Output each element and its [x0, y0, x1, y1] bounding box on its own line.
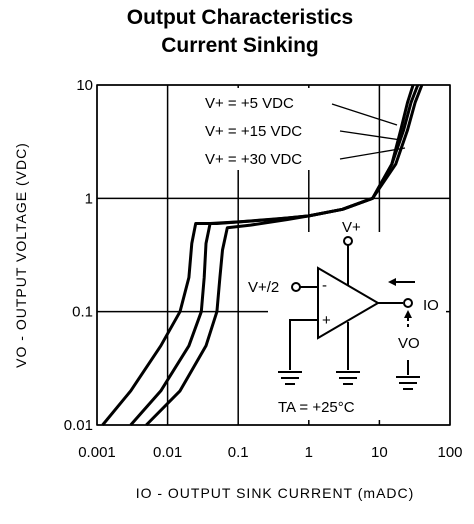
legend-label: V+ = +30 VDC — [205, 151, 302, 168]
annotation: VO — [398, 335, 420, 352]
legend-label: V+ = +5 VDC — [205, 95, 294, 112]
annotation: V+/2 — [248, 279, 279, 296]
annotation: V+ — [342, 219, 361, 236]
legend-label: V+ = +15 VDC — [205, 123, 302, 140]
lines — [101, 84, 424, 427]
annotation: - — [322, 277, 327, 294]
arrow — [388, 278, 396, 286]
annotation: + — [322, 312, 331, 329]
x-tick-label: 0.01 — [153, 444, 182, 461]
x-tick-label: 0.001 — [78, 444, 116, 461]
x-tick-label: 100 — [437, 444, 462, 461]
series-line — [129, 84, 420, 426]
inset-box — [268, 232, 446, 420]
legend-box — [198, 88, 348, 170]
annotation: TA = +25°C — [278, 399, 355, 416]
arrow — [404, 310, 412, 318]
series-line — [145, 84, 424, 427]
legend: V+ = +5 VDC V+ = +15 VDC V+ = +30 VDC — [205, 95, 302, 168]
chart-subtitle: Current Sinking — [161, 34, 319, 57]
x-tick-label: 1 — [305, 444, 313, 461]
x-tick-label: 0.1 — [228, 444, 249, 461]
circuit — [278, 236, 420, 390]
y-tick-label: 1 — [85, 190, 93, 207]
y-tick-label: 0.01 — [64, 417, 93, 434]
x-axis-label: IO - OUTPUT SINK CURRENT (mADC) — [136, 485, 415, 501]
legend-pointers — [331, 103, 406, 160]
annotation: IO — [423, 297, 439, 314]
x-tick-label: 10 — [371, 444, 388, 461]
chart-title: Output Characteristics — [127, 6, 353, 29]
plot-frame — [96, 84, 451, 426]
y-tick-label: 0.1 — [72, 304, 93, 321]
y-axis-label: VO - OUTPUT VOLTAGE (VDC) — [13, 142, 29, 368]
y-tick-label: 10 — [76, 77, 93, 94]
